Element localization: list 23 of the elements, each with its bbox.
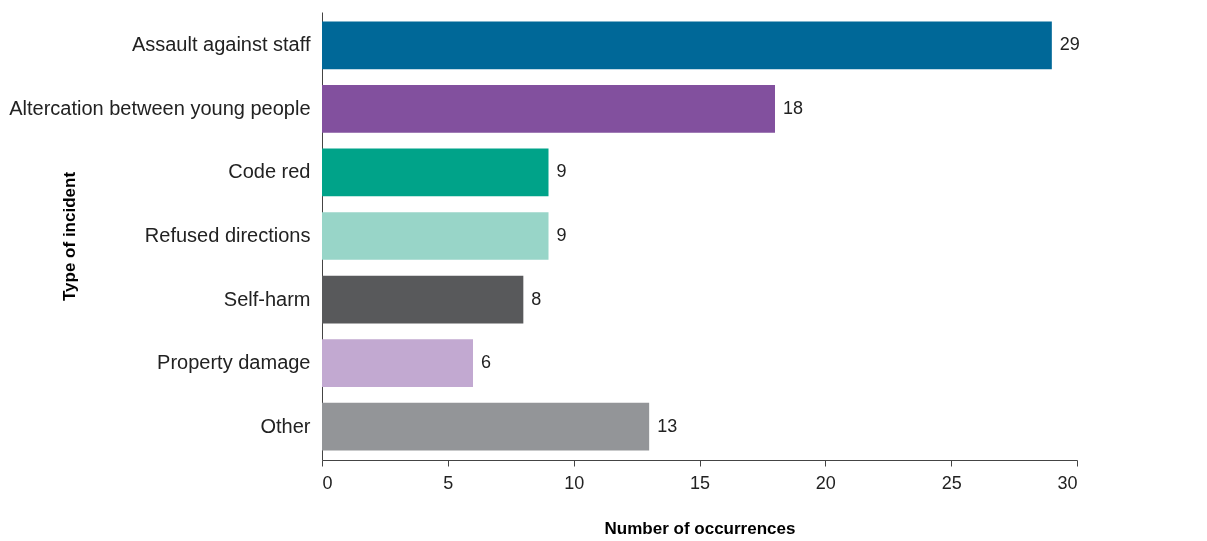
y-tick-label: Property damage	[157, 351, 311, 374]
x-tick-label: 10	[564, 472, 585, 493]
x-tick-label: 5	[443, 472, 454, 493]
y-tick-label: Altercation between young people	[9, 96, 311, 119]
data-label: 8	[531, 288, 542, 309]
x-tick-label: 30	[1057, 472, 1078, 493]
y-tick-label: Other	[260, 414, 311, 437]
data-label: 18	[783, 97, 804, 118]
data-label: 29	[1059, 34, 1080, 55]
x-tick-label: 25	[941, 472, 962, 493]
y-axis-title: Type of incident	[59, 171, 79, 302]
x-tick-label: 20	[815, 472, 836, 493]
y-tick-label: Assault against staff	[131, 33, 311, 56]
data-label: 9	[556, 225, 567, 245]
data-label: 6	[481, 352, 492, 373]
x-tick-label: 0	[322, 472, 333, 493]
data-label: 9	[556, 161, 567, 182]
y-tick-label: Self-harm	[223, 287, 311, 310]
y-tick-label: Refused directions	[144, 224, 311, 246]
x-tick-label: 15	[689, 472, 711, 493]
data-label: 13	[657, 415, 678, 436]
y-tick-label: Code red	[228, 160, 311, 183]
x-axis-title: Number of occurrences	[604, 518, 796, 538]
